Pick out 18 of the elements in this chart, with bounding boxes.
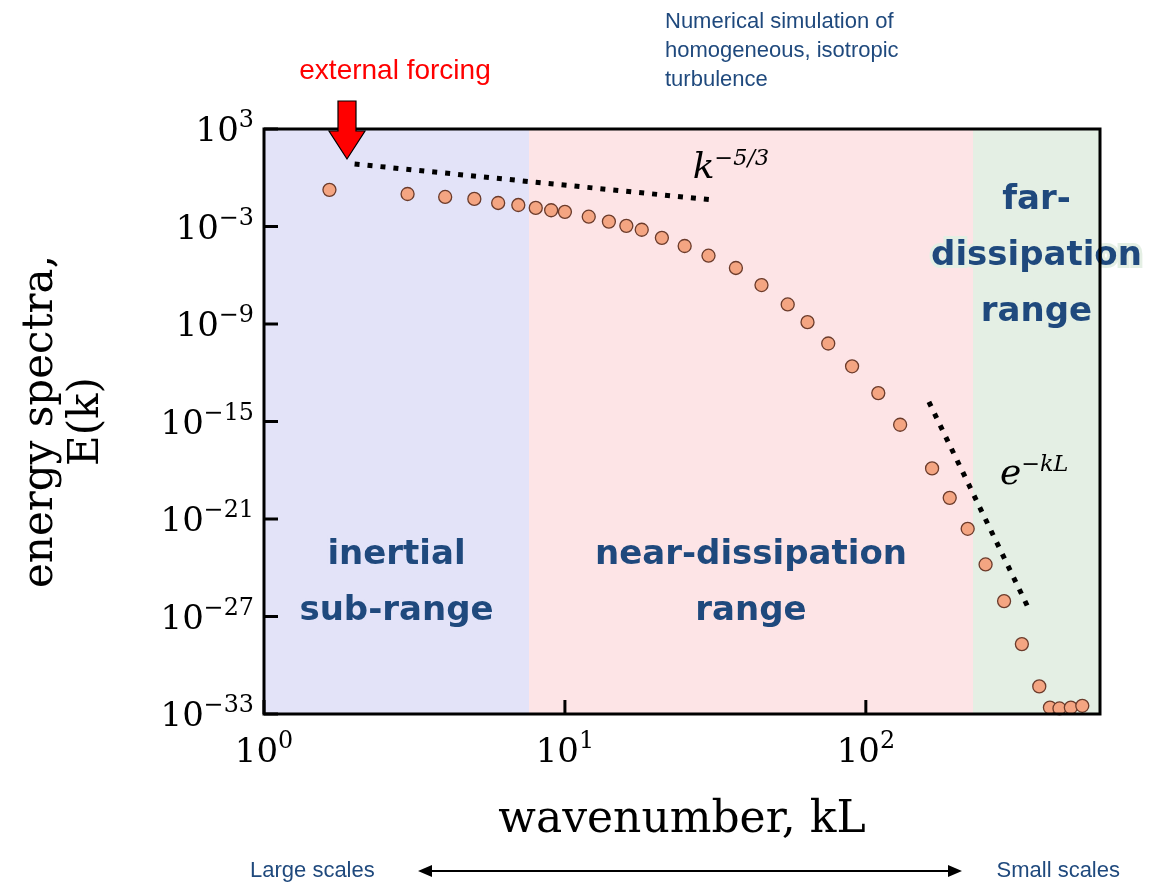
x-tick-label: 10$^{2}$ [836, 726, 896, 770]
x-tick-label: 10$^{1}$ [535, 726, 595, 770]
y-tick-label: 10$^{−3}$ [175, 202, 254, 247]
y-tick-label: 10$^{−9}$ [175, 300, 254, 344]
text: Small scales [996, 857, 1120, 882]
y-tick-label: 10$^{−21}$ [160, 495, 254, 539]
series-label: e$^{−kL}$ [1000, 449, 1069, 492]
y-tick-label: 10$^{−27}$ [160, 592, 254, 637]
y-tick-label: 10$^{−15}$ [160, 397, 254, 442]
band-label: inertial sub-range [299, 532, 494, 628]
y-tick-label: 10$^{3}$ [195, 105, 254, 149]
band-label: near-dissipation range [595, 532, 907, 628]
series-label: k$^{−5/3}$ [692, 143, 770, 186]
text: external forcing [299, 54, 491, 85]
y-axis-title: energy spectra, E(k) [13, 255, 108, 588]
text: Numerical simulation of homogeneous, isotropic turbulence [665, 8, 899, 91]
x-axis-title: wavenumber, kL [498, 791, 866, 842]
text: Large scales [250, 857, 375, 882]
